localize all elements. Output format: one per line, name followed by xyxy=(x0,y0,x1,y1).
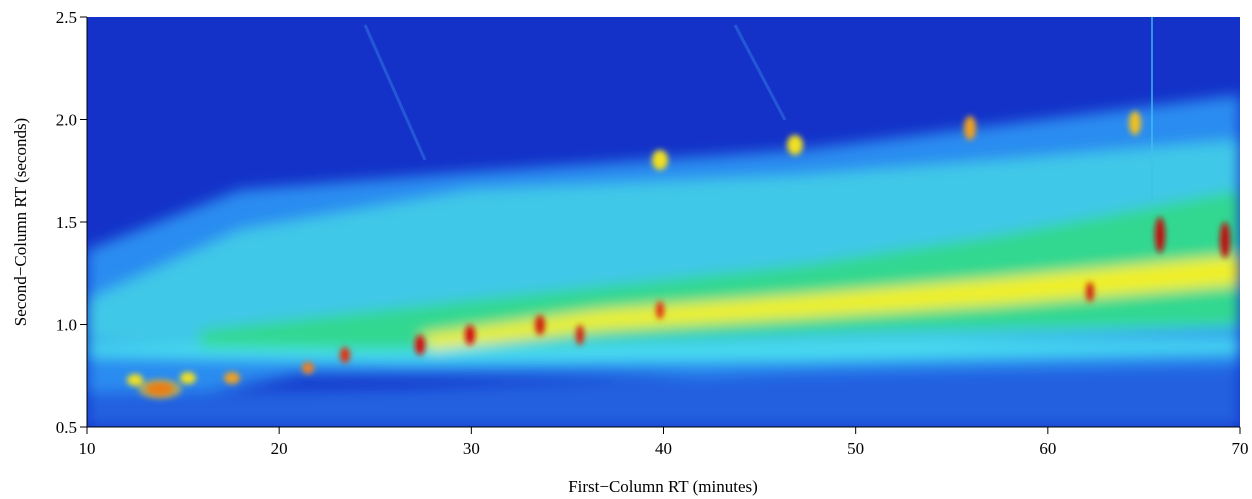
y-tick-label: 2.5 xyxy=(56,8,77,27)
x-axis-title: First−Column RT (minutes) xyxy=(568,477,758,496)
y-tick-label: 1.0 xyxy=(56,316,77,335)
x-tick-label: 50 xyxy=(847,439,864,458)
heatmap-image xyxy=(87,17,1240,427)
y-tick-label: 2.0 xyxy=(56,111,77,130)
x-tick-label: 40 xyxy=(655,439,672,458)
y-axis-title: Second−Column RT (seconds) xyxy=(11,118,30,326)
x-tick-label: 70 xyxy=(1232,439,1249,458)
y-tick-label: 0.5 xyxy=(56,418,77,437)
x-tick-label: 60 xyxy=(1039,439,1056,458)
x-tick-label: 30 xyxy=(463,439,480,458)
x-tick-label: 20 xyxy=(271,439,288,458)
y-tick-label: 1.5 xyxy=(56,213,77,232)
x-tick-label: 10 xyxy=(79,439,96,458)
